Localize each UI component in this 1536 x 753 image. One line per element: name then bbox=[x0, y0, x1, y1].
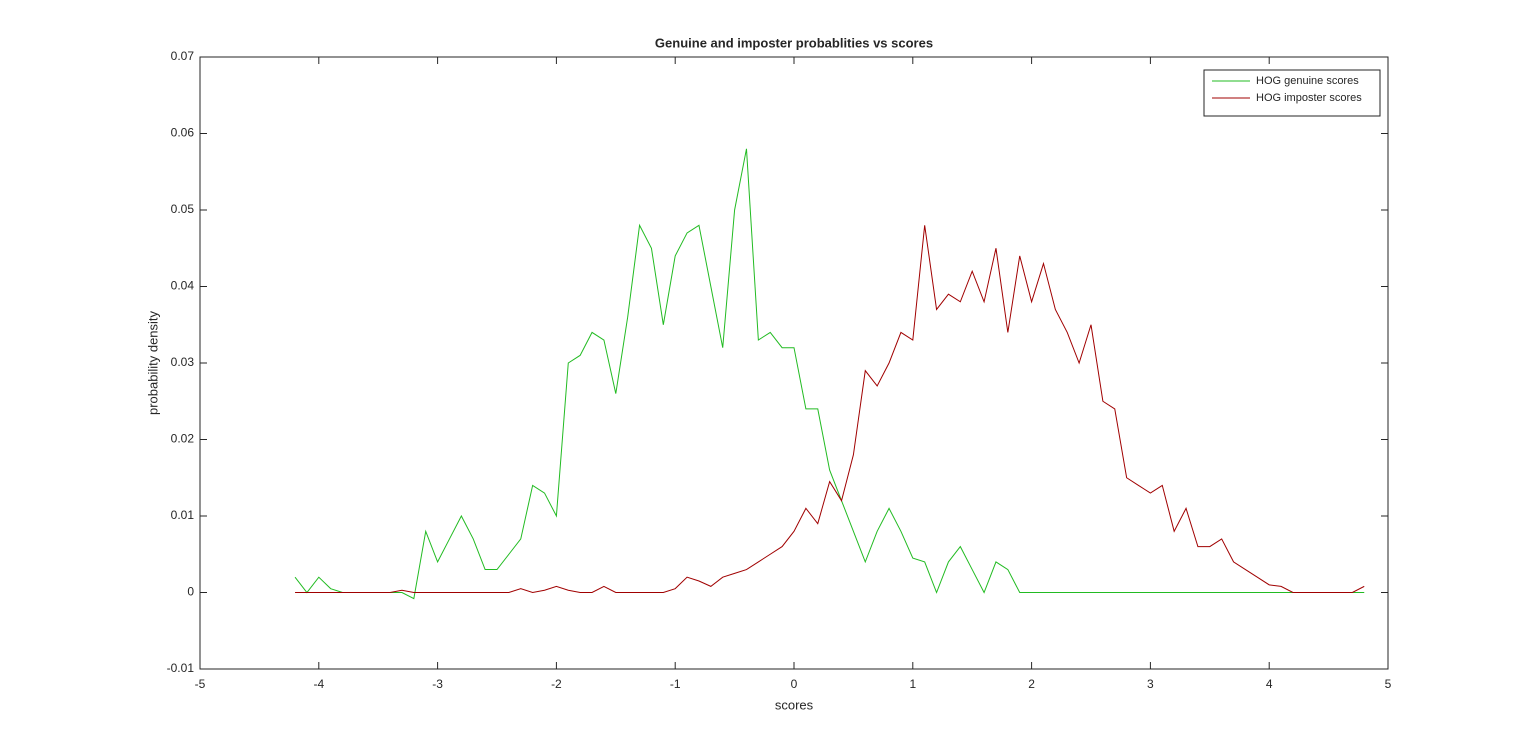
line-series bbox=[294, 148, 1365, 600]
chart-title: Genuine and imposter probablities vs sco… bbox=[655, 35, 933, 50]
x-axis-label: scores bbox=[775, 697, 814, 712]
y-tick-label: 0.05 bbox=[171, 202, 195, 216]
y-tick-label: 0.01 bbox=[171, 508, 195, 522]
x-tick-label: 0 bbox=[791, 677, 798, 691]
plot-box bbox=[199, 56, 1389, 670]
x-tick-label: 2 bbox=[1028, 677, 1035, 691]
y-tick-label: 0 bbox=[187, 585, 194, 599]
y-tick-label: 0.03 bbox=[171, 355, 195, 369]
x-tick-label: -3 bbox=[432, 677, 443, 691]
y-axis-label: probability density bbox=[145, 310, 160, 415]
x-tick-label: 5 bbox=[1385, 677, 1392, 691]
line-series bbox=[295, 225, 1365, 594]
x-tick-label: -4 bbox=[313, 677, 324, 691]
y-tick-label: 0.07 bbox=[171, 49, 195, 63]
x-tick-label: -5 bbox=[195, 677, 206, 691]
y-tick-label: -0.01 bbox=[167, 661, 195, 675]
y-tick-label: 0.02 bbox=[171, 432, 195, 446]
legend-box bbox=[1203, 69, 1381, 117]
x-tick-label: 1 bbox=[909, 677, 916, 691]
x-tick-label: 3 bbox=[1147, 677, 1154, 691]
y-tick-label: 0.06 bbox=[171, 126, 195, 140]
legend-label: HOG genuine scores bbox=[1256, 75, 1359, 87]
y-tick-label: 0.04 bbox=[171, 279, 195, 293]
legend-label: HOG imposter scores bbox=[1256, 92, 1362, 104]
x-tick-label: -1 bbox=[670, 677, 681, 691]
x-tick-label: -2 bbox=[551, 677, 562, 691]
x-tick-label: 4 bbox=[1266, 677, 1273, 691]
